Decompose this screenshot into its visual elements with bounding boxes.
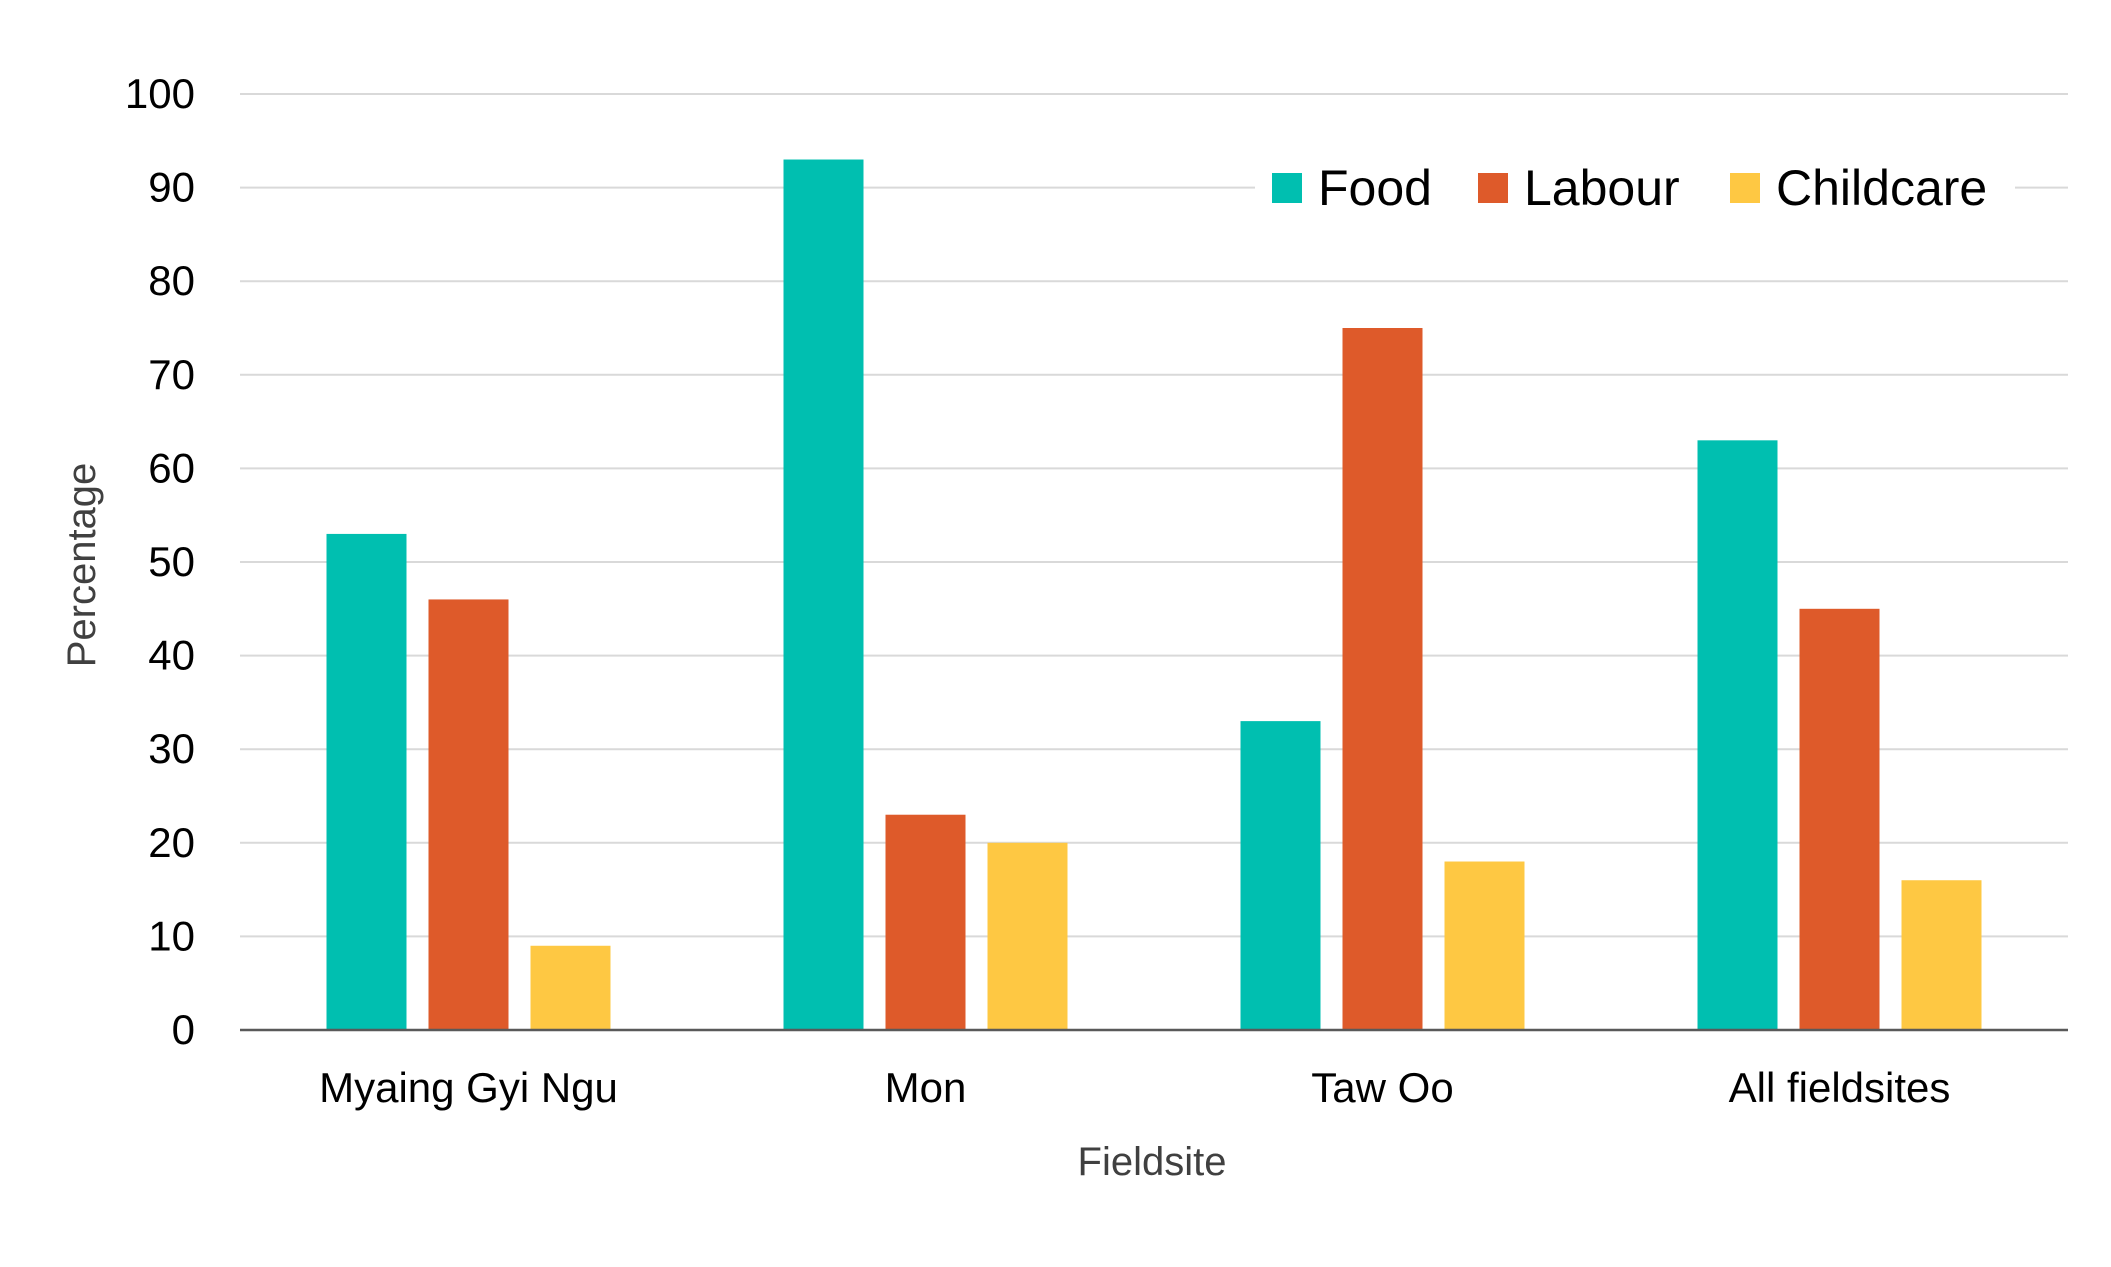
x-tick-label: Myaing Gyi Ngu bbox=[319, 1064, 618, 1111]
bars bbox=[326, 159, 1982, 1030]
bar-childcare bbox=[987, 842, 1068, 1030]
y-tick-label: 90 bbox=[148, 164, 195, 211]
y-tick-label: 60 bbox=[148, 444, 195, 491]
x-tick-label: All fieldsites bbox=[1729, 1064, 1951, 1111]
legend-swatch bbox=[1478, 173, 1508, 203]
legend-swatch bbox=[1272, 173, 1302, 203]
x-tick-label: Mon bbox=[885, 1064, 967, 1111]
legend-background bbox=[1255, 150, 2015, 225]
bar-food bbox=[1240, 721, 1321, 1030]
y-tick-label: 100 bbox=[125, 70, 195, 117]
bar-food bbox=[783, 159, 864, 1030]
legend-label: Labour bbox=[1524, 160, 1680, 216]
y-tick-label: 20 bbox=[148, 819, 195, 866]
y-tick-label: 10 bbox=[148, 912, 195, 959]
legend-label: Childcare bbox=[1776, 160, 1987, 216]
y-tick-label: 40 bbox=[148, 632, 195, 679]
x-tick-labels: Myaing Gyi Ngu Mon Taw Oo All fieldsites bbox=[319, 1064, 1950, 1111]
y-tick-label: 30 bbox=[148, 725, 195, 772]
y-tick-label: 70 bbox=[148, 351, 195, 398]
bar-labour bbox=[1342, 328, 1423, 1030]
bar-food bbox=[326, 533, 407, 1030]
x-tick-label: Taw Oo bbox=[1311, 1064, 1453, 1111]
legend: Food Labour Childcare bbox=[1255, 150, 2015, 225]
legend-swatch bbox=[1730, 173, 1760, 203]
bar-labour bbox=[428, 599, 509, 1030]
y-axis-title: Percentage bbox=[60, 463, 104, 668]
bar-food bbox=[1697, 440, 1778, 1030]
gridlines bbox=[240, 93, 2068, 938]
bar-labour bbox=[885, 814, 966, 1030]
bar-childcare bbox=[1901, 880, 1982, 1030]
legend-label: Food bbox=[1318, 160, 1432, 216]
bar-childcare bbox=[1444, 861, 1525, 1030]
x-axis-title: Fieldsite bbox=[1078, 1140, 1227, 1184]
y-tick-label: 50 bbox=[148, 538, 195, 585]
bar-labour bbox=[1799, 608, 1880, 1030]
y-tick-label: 0 bbox=[172, 1006, 195, 1053]
bar-childcare bbox=[530, 945, 611, 1030]
y-tick-labels: 0 10 20 30 40 50 60 70 80 90 100 bbox=[125, 70, 195, 1053]
y-tick-label: 80 bbox=[148, 257, 195, 304]
